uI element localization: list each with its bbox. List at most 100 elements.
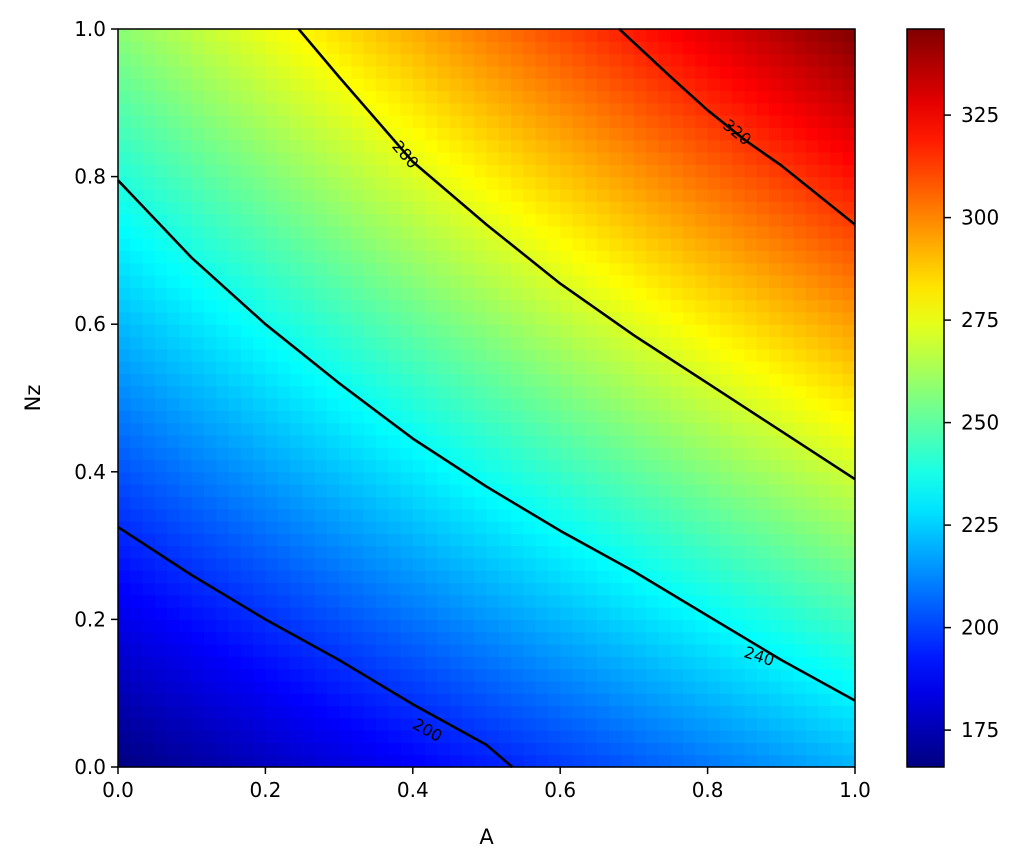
heatmap-cell [474, 521, 488, 534]
heatmap-cell [314, 717, 328, 731]
heatmap-cell [805, 41, 819, 55]
heatmap-cell [339, 410, 352, 424]
heatmap-cell [265, 299, 279, 313]
heatmap-cell [560, 742, 574, 756]
heatmap-cell [830, 385, 844, 399]
heatmap-cell [179, 336, 193, 350]
heatmap-cell [179, 680, 193, 694]
heatmap-cell [449, 373, 463, 387]
heatmap-cell [339, 336, 352, 350]
heatmap-cell [486, 262, 500, 276]
heatmap-cell [658, 447, 672, 461]
heatmap-cell [400, 336, 414, 350]
heatmap-cell [437, 582, 451, 596]
heatmap-cell [167, 447, 181, 461]
heatmap-cell [375, 496, 389, 510]
heatmap-cell [756, 348, 770, 362]
heatmap-cell [584, 607, 598, 620]
heatmap-cell [179, 238, 193, 251]
heatmap-cell [769, 115, 782, 128]
heatmap-cell [240, 78, 254, 92]
heatmap-cell [302, 545, 316, 559]
heatmap-cell [118, 201, 131, 215]
heatmap-cell [216, 471, 230, 485]
heatmap-cell [719, 78, 733, 92]
heatmap-cell [461, 680, 475, 694]
heatmap-cell [719, 201, 733, 215]
heatmap-cell [253, 644, 266, 657]
heatmap-cell [474, 385, 488, 399]
heatmap-cell [191, 373, 205, 387]
heatmap-cell [658, 521, 672, 534]
heatmap-cell [535, 102, 549, 116]
heatmap-cell [388, 594, 402, 608]
heatmap-cell [830, 471, 844, 485]
heatmap-cell [118, 127, 131, 141]
heatmap-cell [781, 754, 795, 768]
heatmap-cell [609, 717, 623, 731]
heatmap-cell [818, 619, 832, 633]
heatmap-cell [670, 53, 684, 67]
heatmap-cell [781, 361, 795, 374]
heatmap-cell [216, 631, 230, 645]
heatmap-cell [240, 570, 254, 584]
heatmap-cell [191, 115, 205, 128]
heatmap-cell [154, 29, 168, 42]
heatmap-cell [818, 545, 832, 559]
heatmap-cell [572, 102, 586, 116]
heatmap-cell [781, 373, 795, 387]
heatmap-cell [584, 152, 598, 165]
heatmap-cell [203, 521, 217, 534]
heatmap-cell [707, 29, 721, 42]
heatmap-cell [375, 201, 389, 215]
heatmap-cell [461, 410, 475, 424]
heatmap-cell [547, 41, 561, 55]
heatmap-cell [597, 78, 610, 92]
heatmap-cell [658, 508, 672, 522]
heatmap-cell [646, 385, 660, 399]
heatmap-cell [314, 139, 328, 153]
heatmap-cell [646, 730, 660, 743]
heatmap-cell [326, 78, 340, 92]
heatmap-cell [683, 644, 696, 657]
heatmap-cell [363, 225, 377, 239]
heatmap-cell [461, 459, 475, 473]
heatmap-cell [339, 115, 352, 128]
heatmap-cell [719, 496, 733, 510]
heatmap-cell [769, 275, 782, 288]
heatmap-cell [830, 434, 844, 448]
heatmap-cell [339, 680, 352, 694]
heatmap-cell [363, 336, 377, 350]
heatmap-cell [818, 127, 832, 141]
heatmap-cell [314, 398, 328, 411]
heatmap-cell [781, 668, 795, 682]
heatmap-cell [646, 484, 660, 497]
heatmap-cell [805, 484, 819, 497]
heatmap-cell [609, 201, 623, 215]
heatmap-cell [130, 508, 144, 522]
heatmap-cell [756, 693, 770, 707]
heatmap-cell [805, 115, 819, 128]
heatmap-cell [375, 299, 389, 313]
heatmap-cell [621, 164, 635, 178]
heatmap-cell [670, 742, 684, 756]
heatmap-cell [191, 275, 205, 288]
heatmap-cell [474, 631, 488, 645]
heatmap-cell [474, 201, 488, 215]
heatmap-cell [277, 582, 291, 596]
heatmap-cell [830, 656, 844, 670]
heatmap-cell [707, 557, 721, 571]
heatmap-cell [707, 238, 721, 251]
heatmap-cell [314, 570, 328, 584]
heatmap-cell [633, 644, 647, 657]
heatmap-cell [597, 213, 610, 227]
plot-frame [117, 28, 856, 768]
heatmap-cell [425, 545, 438, 559]
heatmap-cell [621, 188, 635, 202]
heatmap-cell [425, 508, 438, 522]
heatmap-cell [572, 385, 586, 399]
heatmap-cell [818, 631, 832, 645]
heatmap-cell [216, 656, 230, 670]
heatmap-cell [486, 238, 500, 251]
heatmap-cell [695, 754, 709, 768]
